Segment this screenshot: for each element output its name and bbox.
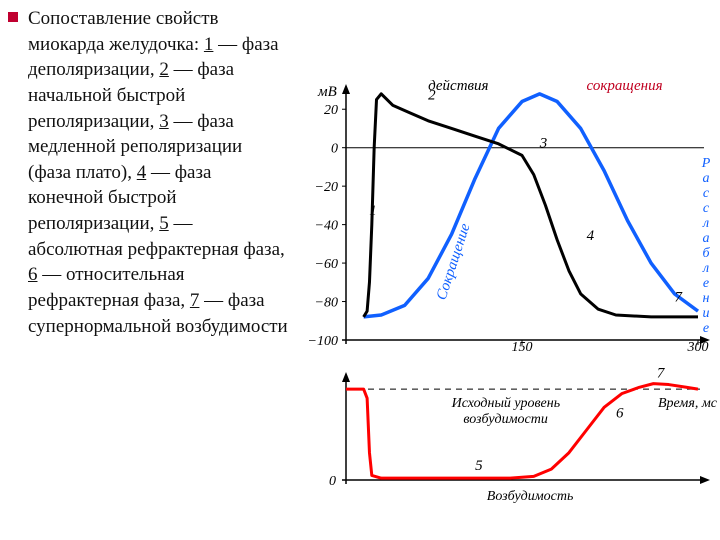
svg-text:5: 5	[475, 458, 483, 474]
svg-text:−80: −80	[315, 296, 338, 311]
svg-text:1: 1	[369, 203, 377, 219]
svg-text:Время, мс: Время, мс	[658, 396, 718, 411]
svg-text:−40: −40	[315, 219, 338, 234]
svg-text:300: 300	[687, 340, 709, 355]
svg-text:л: л	[702, 216, 709, 231]
svg-text:мВ: мВ	[317, 84, 337, 100]
num-3: 3	[159, 111, 169, 132]
desc-prefix: Сопоставление свойств миокарда желудочка…	[28, 8, 219, 55]
svg-text:с: с	[703, 201, 710, 216]
svg-text:3: 3	[539, 136, 548, 152]
svg-text:6: 6	[616, 405, 624, 421]
svg-text:Сокращение: Сокращение	[434, 221, 474, 302]
svg-text:а: а	[703, 231, 710, 246]
svg-text:0: 0	[331, 142, 338, 157]
num-1: 1	[204, 34, 214, 55]
num-5: 5	[159, 213, 169, 234]
svg-text:Р: Р	[701, 156, 711, 171]
svg-text:Исходный уровень: Исходный уровень	[451, 396, 560, 411]
svg-text:б: б	[702, 246, 710, 261]
txt-6: — относительная рефрактерная фаза,	[28, 264, 190, 311]
num-6: 6	[28, 264, 38, 285]
svg-text:действия: действия	[428, 80, 488, 94]
svg-text:4: 4	[587, 228, 595, 244]
svg-text:150: 150	[512, 340, 533, 355]
physiology-chart: 200−20−40−60−80−100мВ150300Потенциалдейс…	[298, 80, 718, 510]
num-2: 2	[159, 59, 169, 80]
svg-text:20: 20	[324, 103, 338, 118]
svg-text:0: 0	[329, 474, 336, 489]
svg-text:а: а	[703, 171, 710, 186]
svg-text:7: 7	[657, 366, 666, 382]
svg-text:сокращения: сокращения	[587, 80, 663, 94]
svg-text:с: с	[703, 186, 710, 201]
svg-text:Возбудимость: Возбудимость	[487, 489, 574, 504]
svg-text:л: л	[702, 261, 709, 276]
svg-text:−20: −20	[315, 180, 338, 195]
svg-text:−60: −60	[315, 257, 338, 272]
svg-text:возбудимости: возбудимости	[463, 412, 548, 427]
svg-text:и: и	[703, 306, 710, 321]
description-text: Сопоставление свойств миокарда желудочка…	[28, 6, 288, 339]
svg-text:е: е	[703, 321, 709, 336]
bullet-icon	[8, 12, 18, 22]
svg-text:−100: −100	[308, 334, 338, 349]
num-7: 7	[190, 290, 200, 311]
svg-text:н: н	[703, 291, 710, 306]
num-4: 4	[137, 162, 147, 183]
svg-text:е: е	[703, 276, 709, 291]
svg-text:2: 2	[428, 87, 436, 103]
